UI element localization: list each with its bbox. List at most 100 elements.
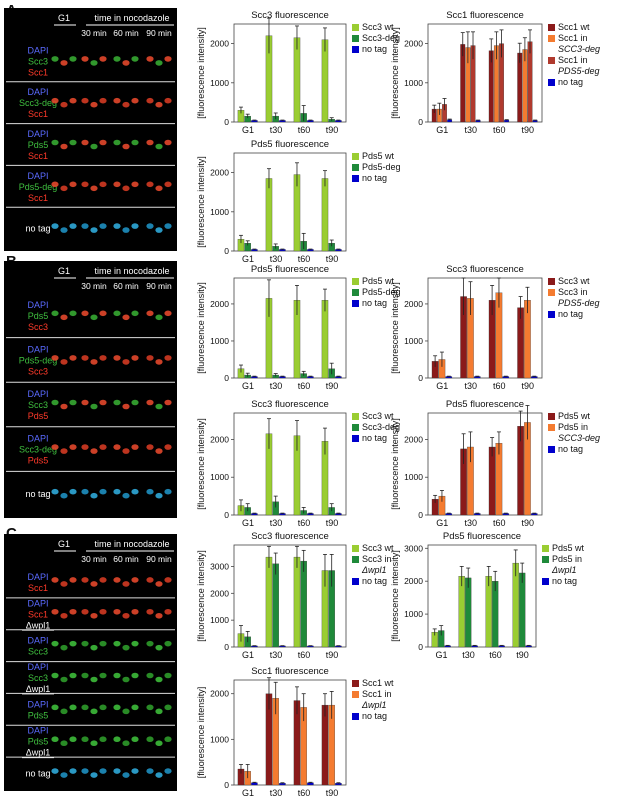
legend-label: no tag bbox=[362, 173, 387, 183]
bar bbox=[293, 556, 301, 648]
y-tick-label: 1000 bbox=[210, 615, 229, 625]
cell-spot bbox=[146, 768, 154, 774]
chart-title: Pds5 fluorescence bbox=[251, 139, 329, 150]
bar bbox=[321, 300, 329, 379]
cell-spot bbox=[81, 355, 89, 361]
plot-frame bbox=[427, 412, 543, 516]
cell-spot bbox=[155, 644, 163, 651]
cell-spot bbox=[146, 56, 154, 62]
x-tick-label: t90 bbox=[521, 381, 534, 391]
y-axis-label: [fluorescence intensity] bbox=[390, 418, 400, 510]
bar bbox=[517, 52, 523, 123]
cell-spot bbox=[81, 640, 89, 647]
legend-swatch bbox=[352, 556, 359, 563]
cell-spot bbox=[90, 60, 98, 66]
cell-spot bbox=[51, 444, 59, 450]
x-tick-label: t90 bbox=[326, 254, 339, 264]
legend-label: Δwpl1 bbox=[551, 565, 577, 575]
cell-spot bbox=[99, 181, 107, 188]
y-tick-label: 1000 bbox=[210, 472, 229, 482]
stain-label: Scc3 bbox=[28, 56, 48, 66]
cell-spot bbox=[90, 227, 98, 233]
bar bbox=[321, 178, 329, 252]
cell-spot bbox=[51, 577, 59, 583]
cell-spot bbox=[69, 355, 77, 361]
cell-spot bbox=[146, 310, 154, 317]
legend-swatch bbox=[548, 311, 555, 318]
cell-spot bbox=[99, 97, 107, 104]
y-tick-label: 1000 bbox=[404, 472, 423, 482]
cell-spot bbox=[69, 577, 77, 583]
x-tick-label: t60 bbox=[493, 125, 506, 135]
bar bbox=[272, 563, 279, 648]
cell-spot bbox=[146, 399, 154, 406]
cell-spot bbox=[90, 644, 98, 651]
legend-label: SCC3-deg bbox=[558, 433, 600, 443]
cell-spot bbox=[90, 612, 98, 619]
cell-spot bbox=[90, 772, 98, 778]
header-time: time in nocodazole bbox=[94, 13, 169, 23]
y-axis-label: [fluorescence intensity] bbox=[196, 550, 206, 642]
cell-spot bbox=[155, 185, 163, 192]
header-30min: 30 min bbox=[81, 28, 107, 38]
stain-label: no tag bbox=[25, 769, 50, 779]
chart-a-pds5: Pds5 fluorescence 0 1000 2000 [fluorescence … bbox=[196, 139, 401, 264]
cell-spot bbox=[69, 640, 77, 647]
y-tick-label: 0 bbox=[224, 642, 229, 652]
cell-spot bbox=[99, 488, 107, 495]
cell-spot bbox=[99, 577, 107, 583]
chart-b-scc3: Scc3 fluorescence 0 1000 2000 [fluorescence … bbox=[390, 264, 600, 391]
cell-spot bbox=[155, 403, 163, 410]
x-tick-label: G1 bbox=[242, 254, 254, 264]
cell-spot bbox=[99, 355, 107, 361]
x-tick-label: t90 bbox=[521, 518, 534, 528]
cell-spot bbox=[60, 772, 68, 778]
bar bbox=[488, 446, 496, 516]
bar bbox=[300, 560, 307, 648]
legend-swatch bbox=[542, 545, 549, 552]
cell-spot bbox=[99, 736, 107, 743]
stain-label: Scc3 bbox=[28, 366, 48, 376]
x-tick-label: G1 bbox=[436, 125, 448, 135]
stain-label: DAPI bbox=[27, 726, 48, 736]
cell-spot bbox=[146, 97, 154, 104]
legend-swatch bbox=[352, 46, 359, 53]
cell-spot bbox=[164, 768, 172, 774]
cell-spot bbox=[51, 355, 59, 361]
x-tick-label: t30 bbox=[270, 788, 283, 798]
microscopy-background bbox=[4, 8, 177, 251]
legend-swatch bbox=[548, 24, 555, 31]
stain-label: Δwpl1 bbox=[26, 684, 51, 694]
cell-spot bbox=[51, 608, 59, 615]
legend-label: Pds5 wt bbox=[552, 543, 585, 553]
cell-spot bbox=[164, 223, 172, 229]
legend-swatch bbox=[548, 446, 555, 453]
cell-spot bbox=[155, 581, 163, 587]
cell-spot bbox=[113, 56, 121, 62]
stain-label: Δwpl1 bbox=[26, 620, 51, 630]
header-time: time in nocodazole bbox=[94, 539, 169, 549]
cell-spot bbox=[164, 310, 172, 317]
y-tick-label: 1000 bbox=[210, 734, 229, 744]
cell-spot bbox=[69, 704, 77, 711]
cell-spot bbox=[122, 740, 130, 747]
stain-label: no tag bbox=[25, 489, 50, 499]
x-tick-label: t30 bbox=[464, 381, 477, 391]
bar bbox=[485, 576, 492, 648]
cell-spot bbox=[69, 768, 77, 774]
chart-b-pds5b: Pds5 fluorescence 0 1000 2000 [fluorescence … bbox=[390, 399, 600, 528]
cell-spot bbox=[90, 314, 98, 321]
y-tick-label: 0 bbox=[224, 510, 229, 520]
cell-spot bbox=[113, 640, 121, 647]
chart-c-pds5: Pds5 fluorescence 0 1000 2000 3000 [fluoresce… bbox=[390, 531, 585, 660]
y-tick-label: 0 bbox=[224, 246, 229, 256]
cell-spot bbox=[122, 227, 130, 233]
y-tick-label: 1000 bbox=[210, 207, 229, 217]
x-tick-label: t60 bbox=[493, 381, 506, 391]
stain-label: DAPI bbox=[27, 572, 48, 582]
cell-spot bbox=[81, 736, 89, 743]
x-tick-label: t90 bbox=[326, 125, 339, 135]
y-axis-label: [fluorescence intensity] bbox=[390, 282, 400, 374]
y-tick-label: 0 bbox=[418, 510, 423, 520]
cell-spot bbox=[113, 399, 121, 406]
